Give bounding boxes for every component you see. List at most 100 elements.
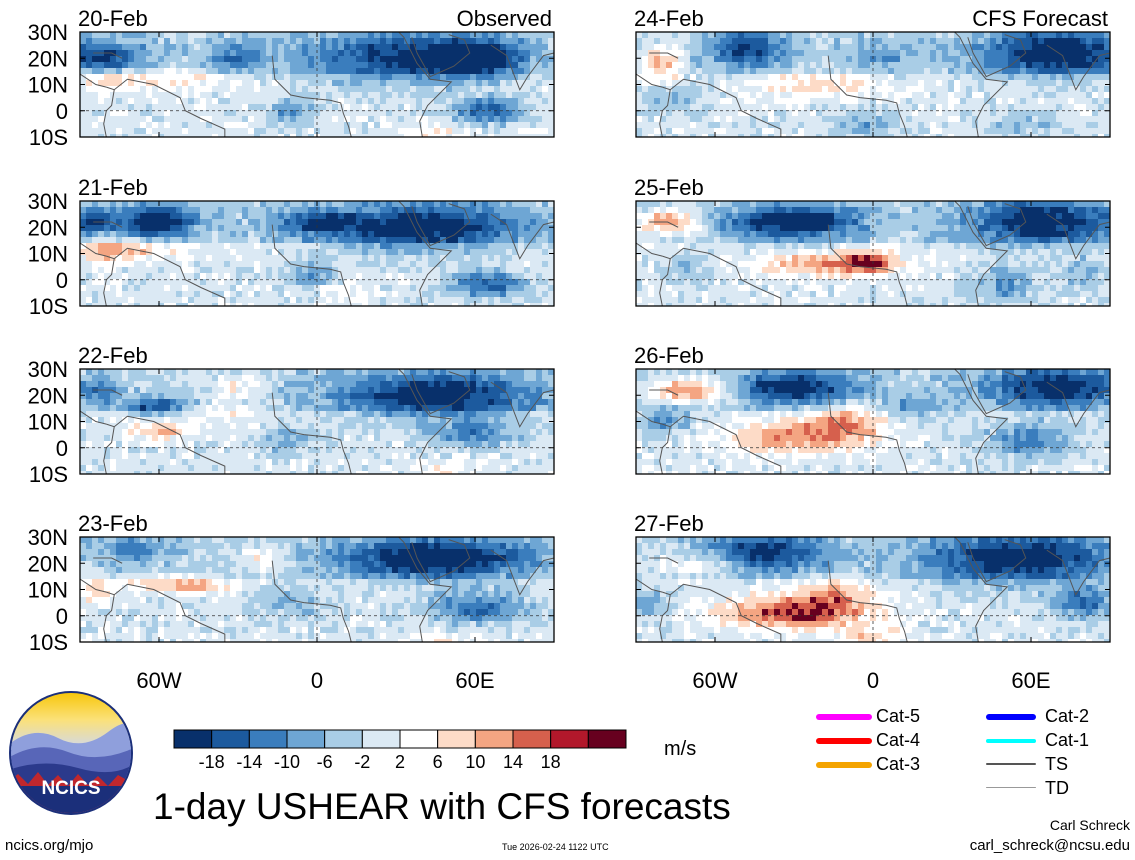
heatmap-cell [542,92,549,99]
heatmap-cell [380,405,387,412]
heatmap-cell [290,417,297,424]
heatmap-cell [248,447,255,454]
heatmap-cell [182,128,189,135]
heatmap-cell [86,387,93,394]
heatmap-cell [512,369,519,376]
heatmap-cell [356,32,363,39]
heatmap-cell [170,549,177,556]
heatmap-cell [314,122,321,129]
heatmap-cell [230,537,237,544]
heatmap-cell [494,38,501,45]
heatmap-cell [140,255,147,262]
heatmap-cell [176,369,183,376]
heatmap-cell [422,543,429,550]
heatmap-cell [254,393,261,400]
heatmap-cell [158,543,165,550]
heatmap-cell [542,50,549,57]
heatmap-cell [518,291,525,298]
heatmap-cell [278,273,285,280]
heatmap-cell [482,399,489,406]
y-tick-label: 30N [28,20,68,45]
heatmap-cell [356,44,363,51]
heatmap-cell [86,201,93,208]
heatmap-cell [374,465,381,472]
heatmap-cell [536,134,543,137]
heatmap-cell [398,98,405,105]
heatmap-cell [284,56,291,63]
heatmap-cell [380,423,387,430]
heatmap-cell [338,579,345,586]
heatmap-cell [242,92,249,99]
heatmap-cell [152,411,159,418]
heatmap-cell [158,411,165,418]
heatmap-cell [464,579,471,586]
heatmap-cell [524,555,531,562]
heatmap-cell [344,417,351,424]
heatmap-cell [338,291,345,298]
heatmap-cell [428,50,435,57]
heatmap-cell [104,213,111,220]
heatmap-cell [122,225,129,232]
heatmap-cell [416,573,423,580]
heatmap-cell [458,549,465,556]
coastline [271,392,352,474]
heatmap-cell [266,98,273,105]
heatmap-cell [320,417,327,424]
heatmap-cell [410,62,417,69]
heatmap-cell [242,429,249,436]
heatmap-cell [464,32,471,39]
heatmap-cell [206,297,213,304]
heatmap-cell [488,62,495,69]
heatmap-cell [86,291,93,298]
heatmap-cell [266,134,273,137]
heatmap-cell [530,92,537,99]
heatmap-cell [404,393,411,400]
heatmap-cell [284,249,291,256]
heatmap-cell [302,38,309,45]
heatmap-cell [98,74,105,81]
heatmap-cell [302,423,309,430]
heatmap-cell [410,567,417,574]
heatmap-cell [488,291,495,298]
heatmap-cell [176,573,183,580]
heatmap-cell [542,549,549,556]
heatmap-cell [248,219,255,226]
heatmap-cell [248,92,255,99]
heatmap-cell [338,279,345,286]
heatmap-cell [248,561,255,568]
heatmap-cell [302,453,309,460]
heatmap-cell [398,225,405,232]
y-tick-label: 20N [28,46,68,71]
heatmap-cell [296,237,303,244]
heatmap-cell [536,537,543,544]
heatmap-cell [440,243,447,250]
heatmap-cell [212,62,219,69]
heatmap-cell [272,471,279,474]
heatmap-cell [194,128,201,135]
heatmap-cell [470,387,477,394]
heatmap-cell [374,201,381,208]
heatmap-cell [458,303,465,306]
heatmap-cell [506,261,513,268]
heatmap-cell [224,267,231,274]
heatmap-cell [254,116,261,123]
heatmap-cell [428,417,435,424]
heatmap-cell [362,249,369,256]
heatmap-cell [470,98,477,105]
heatmap-cell [230,261,237,268]
heatmap-cell [488,44,495,51]
heatmap-cell [278,104,285,111]
heatmap-cell [128,110,135,117]
heatmap-cell [446,86,453,93]
heatmap-cell [224,441,231,448]
heatmap-cell [164,303,171,306]
heatmap-cell [254,399,261,406]
heatmap-cell [176,537,183,544]
heatmap-cell [224,297,231,304]
heatmap-cell [326,128,333,135]
heatmap-cell [110,381,117,388]
heatmap-cell [140,231,147,238]
heatmap-cell [86,128,93,135]
heatmap-cell [170,207,177,214]
heatmap-cell [86,80,93,87]
